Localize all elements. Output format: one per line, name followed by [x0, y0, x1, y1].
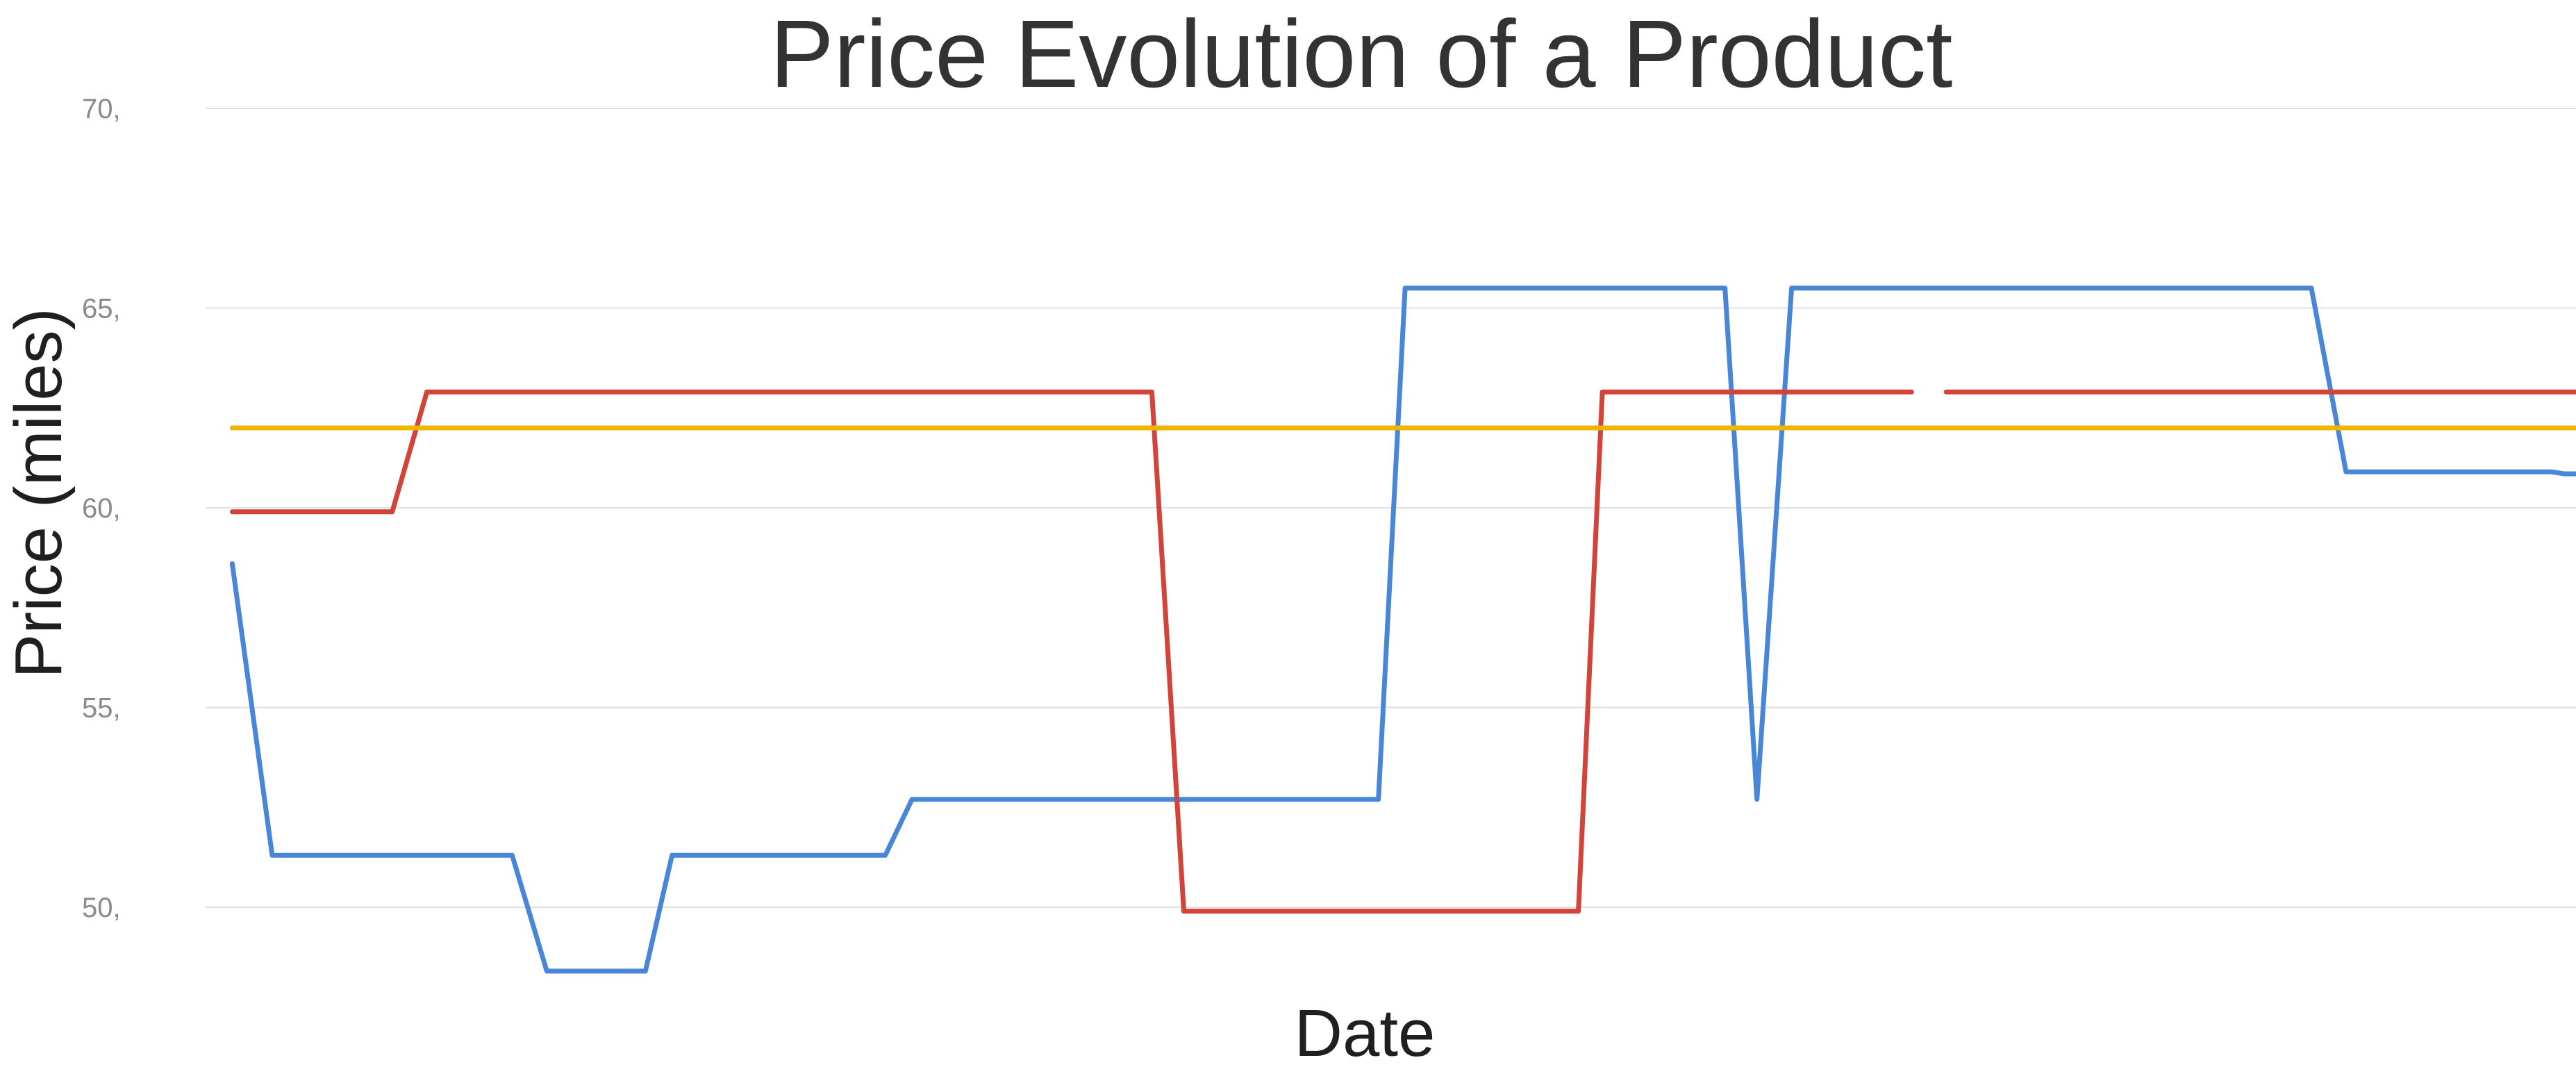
series-lines: [229, 285, 2576, 974]
y-tick-label: 65,: [82, 294, 121, 324]
y-tick-label: 60,: [82, 493, 121, 524]
y-tick-label: 70,: [82, 94, 121, 124]
y-axis-tick-labels: 50, 55, 60, 65, 70,: [82, 94, 121, 923]
series-2-line-segment-1: [229, 389, 1914, 914]
series-1-line-segment-1: [229, 285, 2576, 974]
y-axis-title: Price (miles): [1, 308, 76, 678]
gridlines: [206, 108, 2576, 908]
chart-title: Price Evolution of a Product: [770, 1, 1953, 108]
x-axis-title: Date: [1295, 996, 1436, 1070]
y-tick-label: 50,: [82, 893, 121, 923]
y-tick-label: 55,: [82, 693, 121, 724]
